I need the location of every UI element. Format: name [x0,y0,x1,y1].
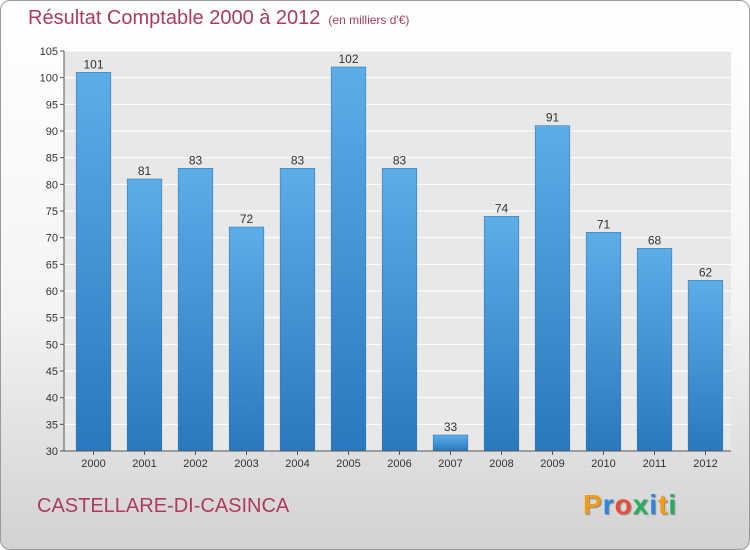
data-label: 33 [444,420,458,434]
commune-name: CASTELLARE-DI-CASINCA [37,495,290,517]
x-tick-label: 2000 [81,458,105,470]
logo-letter: r [602,489,615,520]
y-tick-label: 55 [46,313,58,325]
y-axis: 30 35 40 45 50 55 60 65 70 75 80 85 90 95 100 105 [40,46,65,458]
y-tick-label: 75 [46,206,58,218]
data-label: 71 [597,217,611,231]
bar [126,178,163,452]
chart-title: Résultat Comptable 2000 à 2012 (en millie… [28,7,409,30]
data-label: 72 [240,212,254,226]
y-tick-label: 35 [46,419,58,431]
logo-letter: t [658,489,669,520]
bar [381,168,418,452]
bar [534,125,571,452]
bar-chart: 101 81 83 72 83 102 83 33 74 91 71 68 62 30 35 40 45 50 5… [40,46,731,470]
proxiti-logo: Proxiti [583,489,677,521]
y-tick-label: 70 [46,233,58,245]
y-tick-label: 45 [46,366,58,378]
bar [75,72,112,452]
bar [330,66,367,452]
bar [177,168,214,452]
y-tick-label: 100 [40,73,58,85]
bar [687,280,724,452]
data-label: 74 [495,201,509,215]
logo-letter: o [614,489,633,520]
y-tick-label: 50 [46,339,58,351]
x-tick-label: 2001 [132,458,156,470]
logo-letter: x [632,489,650,520]
y-tick-label: 40 [46,393,58,405]
bar [636,248,673,452]
x-tick-label: 2003 [234,458,258,470]
y-tick-label: 85 [46,153,58,165]
bar [585,232,622,452]
chart-subtitle: (en milliers d'€) [328,13,410,27]
bar [432,434,469,452]
x-tick-label: 2005 [336,458,360,470]
x-tick-label: 2007 [438,458,462,470]
data-label: 81 [138,164,152,178]
y-tick-label: 65 [46,259,58,271]
y-tick-label: 30 [46,446,58,458]
data-label: 83 [189,153,203,167]
x-tick-label: 2012 [693,458,717,470]
data-label: 68 [648,233,662,247]
y-tick-label: 90 [46,126,58,138]
x-tick-label: 2009 [540,458,564,470]
x-tick-label: 2010 [591,458,615,470]
chart-title-main: Résultat Comptable 2000 à 2012 [28,7,321,29]
bar [228,226,265,452]
bar [279,168,316,452]
y-tick-label: 95 [46,99,58,111]
bar [483,216,520,452]
bars: 101 81 83 72 83 102 83 33 74 91 71 68 62 [75,52,724,452]
data-label: 101 [83,57,103,71]
y-tick-label: 60 [46,286,58,298]
x-tick-label: 2006 [387,458,411,470]
x-tick-label: 2008 [489,458,513,470]
x-tick-label: 2002 [183,458,207,470]
x-tick-label: 2004 [285,458,309,470]
logo-letter: i [649,489,659,520]
y-tick-label: 80 [46,179,58,191]
logo-letter: P [583,489,603,520]
data-label: 91 [546,111,560,125]
y-tick-label: 105 [40,46,58,58]
x-axis: 2000 2001 2002 2003 2004 2005 2006 2007 2008 2009… [64,450,731,470]
data-label: 102 [338,52,358,66]
data-label: 83 [393,153,407,167]
x-tick-label: 2011 [643,458,667,470]
data-label: 62 [699,265,713,279]
data-label: 83 [291,153,305,167]
logo-letter: i [668,489,678,520]
